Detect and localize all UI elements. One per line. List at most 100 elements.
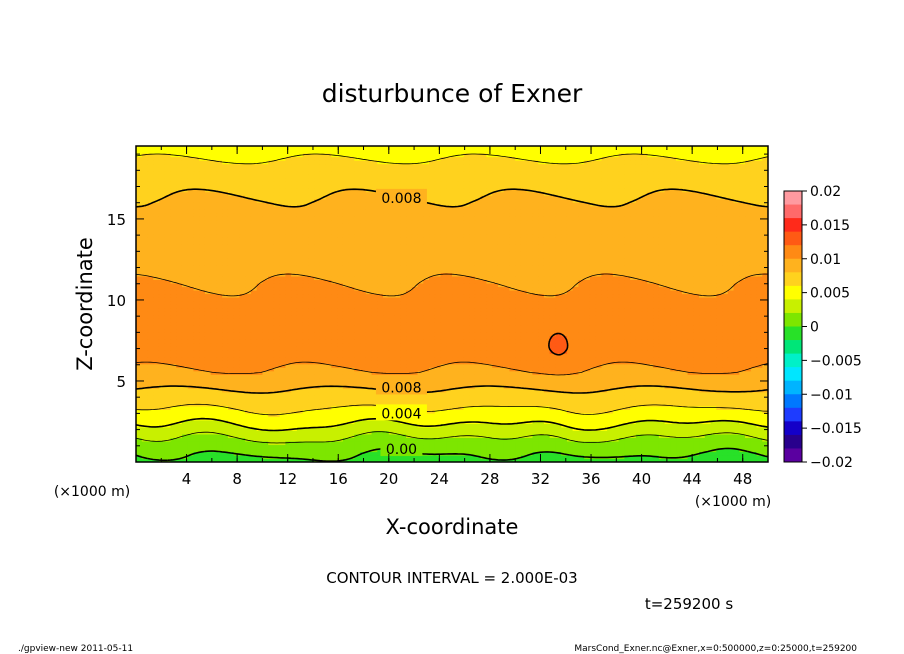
field-cell [641, 374, 648, 379]
field-cell [699, 391, 706, 396]
field-cell [641, 430, 648, 435]
field-cell [337, 360, 344, 365]
field-cell [434, 447, 442, 453]
field-cell [532, 416, 539, 421]
field-cell [561, 332, 568, 337]
field-cell [210, 363, 218, 368]
field-cell [279, 356, 286, 361]
field-cell [630, 444, 637, 449]
field-cell [566, 318, 574, 323]
field-cell [279, 430, 286, 435]
field-cell [457, 430, 465, 435]
field-cell [394, 430, 401, 435]
field-cell [296, 402, 304, 407]
field-cell [383, 433, 390, 439]
field-cell [681, 307, 689, 312]
field-cell [446, 444, 453, 449]
field-cell [181, 447, 189, 453]
field-cell [492, 325, 499, 330]
field-cell [262, 328, 269, 333]
field-cell [618, 458, 625, 462]
field-cell [469, 346, 476, 351]
field-cell [319, 423, 327, 428]
field-cell [543, 444, 551, 449]
field-cell [474, 451, 482, 456]
field-cell [469, 451, 476, 456]
field-cell [727, 356, 735, 361]
field-cell [245, 325, 252, 330]
field-cell [239, 304, 246, 309]
field-cell [722, 349, 729, 354]
field-cell [216, 349, 223, 354]
field-cell [647, 440, 654, 446]
field-cell [733, 458, 740, 462]
field-cell [233, 311, 241, 316]
field-cell [584, 335, 591, 340]
field-cell [291, 423, 298, 428]
field-cell [176, 388, 183, 393]
field-cell [624, 451, 631, 456]
field-cell [469, 409, 476, 414]
field-cell [509, 314, 516, 319]
field-cell [210, 304, 218, 309]
field-cell [400, 318, 407, 323]
field-cell [612, 412, 620, 417]
field-cell [176, 437, 183, 442]
field-cell [572, 412, 579, 417]
field-cell [164, 314, 172, 319]
field-cell [561, 447, 568, 453]
field-cell [722, 454, 729, 460]
field-cell [486, 405, 493, 410]
field-cell [555, 409, 562, 414]
field-cell [423, 444, 430, 449]
field-cell [141, 311, 149, 316]
field-cell [532, 360, 539, 365]
field-cell [199, 339, 206, 344]
field-cell [181, 307, 189, 312]
field-cell [624, 318, 631, 323]
field-cell [136, 300, 143, 305]
field-cell [756, 447, 763, 453]
field-cell [365, 412, 373, 417]
field-cell [670, 447, 677, 453]
field-cell [268, 300, 275, 305]
field-cell [750, 346, 758, 351]
field-cell [647, 412, 654, 417]
field-cell [532, 447, 539, 453]
field-cell [250, 451, 258, 456]
field-cell [647, 349, 654, 354]
field-cell [222, 321, 229, 326]
field-cell [497, 433, 505, 439]
field-cell [302, 416, 309, 421]
field-cell [371, 346, 378, 351]
field-cell [158, 374, 166, 379]
field-cell [526, 325, 534, 330]
field-cell [273, 433, 281, 439]
field-cell [291, 353, 298, 358]
field-cell [342, 356, 350, 361]
field-cell [158, 416, 166, 421]
field-cell [285, 318, 292, 323]
field-cell [348, 318, 355, 323]
field-cell [474, 388, 482, 393]
field-cell [612, 339, 620, 344]
field-cell [342, 342, 350, 347]
field-cell [647, 381, 654, 386]
field-cell [204, 388, 212, 393]
field-cell [555, 363, 562, 368]
field-cell [199, 374, 206, 379]
field-cell [463, 314, 470, 319]
field-cell [262, 370, 269, 375]
field-cell [250, 454, 258, 460]
field-cell [406, 433, 413, 439]
field-cell [239, 335, 246, 340]
field-cell [216, 377, 223, 382]
field-cell [555, 346, 562, 351]
field-cell [141, 451, 149, 456]
field-cell [762, 367, 768, 372]
field-cell [607, 325, 614, 330]
field-cell [595, 391, 602, 396]
field-cell [440, 374, 447, 379]
field-cell [141, 325, 149, 330]
field-cell [279, 412, 286, 417]
